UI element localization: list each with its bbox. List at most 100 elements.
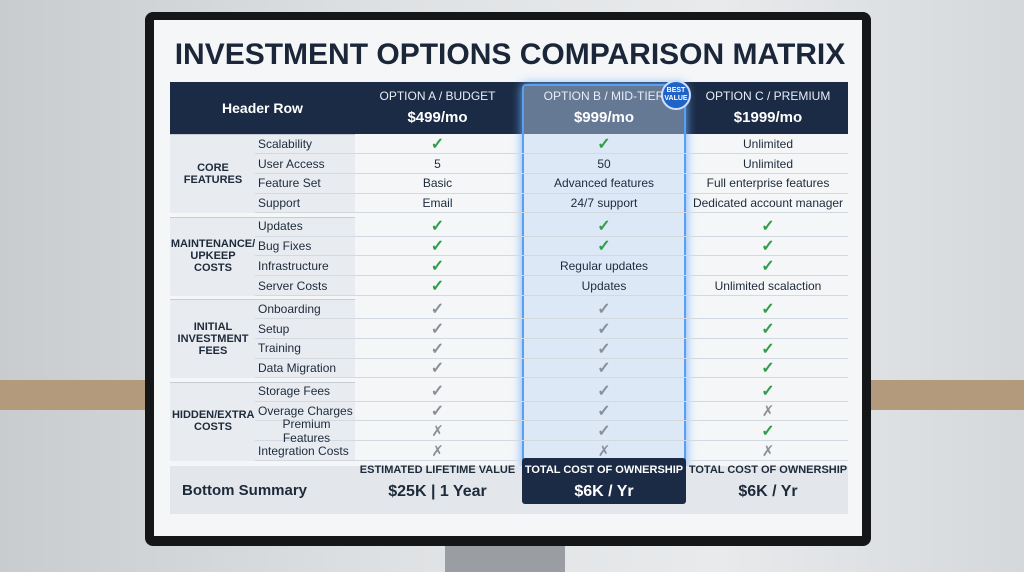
cell: ✗ bbox=[431, 442, 444, 460]
cell: ✓ bbox=[597, 423, 611, 440]
cell: ✗ bbox=[761, 403, 775, 421]
screen: INVESTMENT OPTIONS COMPARISON MATRIX Head… bbox=[154, 20, 862, 536]
summary-value: $25K | 1 Year bbox=[388, 483, 487, 500]
option-name: OPTION A / BUDGET bbox=[379, 89, 496, 103]
summary-value: $6K / Yr bbox=[574, 483, 634, 500]
summary-bg bbox=[170, 466, 848, 514]
group-label: HIDDEN/EXTRA COSTS bbox=[171, 409, 255, 433]
group-label: INITIAL INVESTMENT FEES bbox=[177, 320, 249, 357]
row-label: Integration Costs bbox=[258, 443, 349, 458]
row-line bbox=[255, 400, 848, 402]
cell: Full enterprise features bbox=[706, 176, 830, 191]
cell: ✓ bbox=[430, 340, 445, 358]
cell: 50 bbox=[597, 156, 611, 171]
summary-caption: ESTIMATED LIFETIME VALUE bbox=[359, 464, 516, 476]
summary-value: $6K / Yr bbox=[738, 483, 798, 500]
cell: ✓ bbox=[761, 340, 775, 358]
cell: 5 bbox=[434, 156, 441, 171]
row-line bbox=[255, 318, 848, 319]
row-label: Training bbox=[258, 341, 301, 356]
cell: Regular updates bbox=[559, 258, 649, 273]
row-line bbox=[255, 192, 848, 194]
row-line bbox=[255, 275, 848, 277]
row-line bbox=[255, 235, 848, 237]
header-bg bbox=[170, 82, 848, 134]
cell: ✓ bbox=[430, 403, 445, 421]
row-label: Setup bbox=[258, 321, 290, 336]
cell: 24/7 support bbox=[570, 196, 638, 211]
cell: ✓ bbox=[430, 300, 445, 318]
option-price: $499/mo bbox=[407, 108, 468, 126]
summary-label: Bottom Summary bbox=[182, 481, 308, 499]
cell: Email bbox=[422, 196, 453, 211]
cell: ✓ bbox=[597, 403, 611, 421]
option-price: $999/mo bbox=[573, 108, 635, 126]
cell: ✓ bbox=[597, 238, 611, 256]
cell: Unlimited bbox=[742, 136, 793, 151]
cell: ✓ bbox=[597, 218, 611, 236]
summary-caption: TOTAL COST OF OWNERSHIP bbox=[688, 464, 848, 476]
cell: ✓ bbox=[430, 277, 445, 295]
cell: Basic bbox=[422, 176, 453, 191]
row-line bbox=[255, 357, 848, 359]
cell: ✓ bbox=[430, 383, 445, 401]
row-label: Infrastructure bbox=[258, 258, 329, 273]
option-price: $1999/mo bbox=[733, 108, 803, 126]
row-line bbox=[255, 153, 848, 154]
highlight-column bbox=[522, 84, 686, 504]
cell: Updates bbox=[581, 278, 627, 293]
cell: ✓ bbox=[597, 300, 611, 318]
cell: ✓ bbox=[761, 258, 775, 275]
row-label: User Access bbox=[258, 156, 325, 171]
cell: ✓ bbox=[430, 320, 445, 338]
cell: ✓ bbox=[597, 360, 611, 378]
row-line bbox=[255, 294, 848, 296]
cell: ✓ bbox=[761, 423, 775, 440]
title: INVESTMENT OPTIONS COMPARISON MATRIX bbox=[174, 38, 846, 71]
row-line bbox=[255, 440, 848, 442]
cell: ✓ bbox=[597, 135, 611, 153]
row-label: Scalability bbox=[258, 136, 313, 151]
cell: ✓ bbox=[430, 238, 445, 256]
option-name: OPTION B / MID-TIER bbox=[543, 89, 665, 103]
badge: BEST VALUE bbox=[661, 80, 691, 110]
cell: ✓ bbox=[430, 135, 445, 153]
cell: ✓ bbox=[597, 340, 611, 358]
cell: ✓ bbox=[761, 383, 775, 401]
row-label: Data Migration bbox=[258, 361, 337, 376]
cell: ✓ bbox=[761, 238, 775, 256]
cell: ✓ bbox=[430, 360, 445, 378]
cell: ✓ bbox=[761, 218, 775, 236]
cell: Unlimited scalaction bbox=[714, 278, 822, 293]
row-label: Onboarding bbox=[258, 301, 321, 316]
row-line bbox=[255, 172, 848, 174]
row-label: Storage Fees bbox=[258, 384, 331, 399]
cell: ✓ bbox=[761, 300, 775, 318]
header-label: Header Row bbox=[222, 100, 303, 116]
summary-highlight bbox=[522, 458, 686, 504]
cell: ✓ bbox=[430, 218, 445, 236]
row-line bbox=[255, 337, 848, 339]
row-label: Overage Charges bbox=[258, 404, 353, 419]
cell: Advanced features bbox=[553, 176, 655, 191]
cell: ✓ bbox=[761, 320, 775, 338]
cell: ✓ bbox=[597, 383, 611, 401]
cell: ✗ bbox=[761, 442, 775, 460]
row-label: Updates bbox=[258, 219, 303, 234]
row-label: Premium Features bbox=[282, 417, 331, 445]
summary-caption: TOTAL COST OF OWNERSHIP bbox=[524, 464, 684, 476]
cell: ✓ bbox=[597, 320, 611, 338]
cell: ✗ bbox=[597, 442, 611, 460]
cell: ✓ bbox=[430, 258, 445, 275]
group-label: CORE FEATURES bbox=[183, 161, 243, 186]
row-label: Server Costs bbox=[258, 278, 328, 293]
cell: ✗ bbox=[431, 422, 444, 440]
row-line bbox=[255, 420, 848, 422]
row-label: Support bbox=[258, 196, 301, 211]
row-label: Bug Fixes bbox=[258, 239, 312, 254]
row-label: Feature Set bbox=[258, 176, 321, 191]
cell: ✓ bbox=[761, 360, 775, 378]
group-label: MAINTENANCE/ UPKEEP COSTS bbox=[170, 238, 256, 274]
cell: Dedicated account manager bbox=[692, 196, 844, 211]
